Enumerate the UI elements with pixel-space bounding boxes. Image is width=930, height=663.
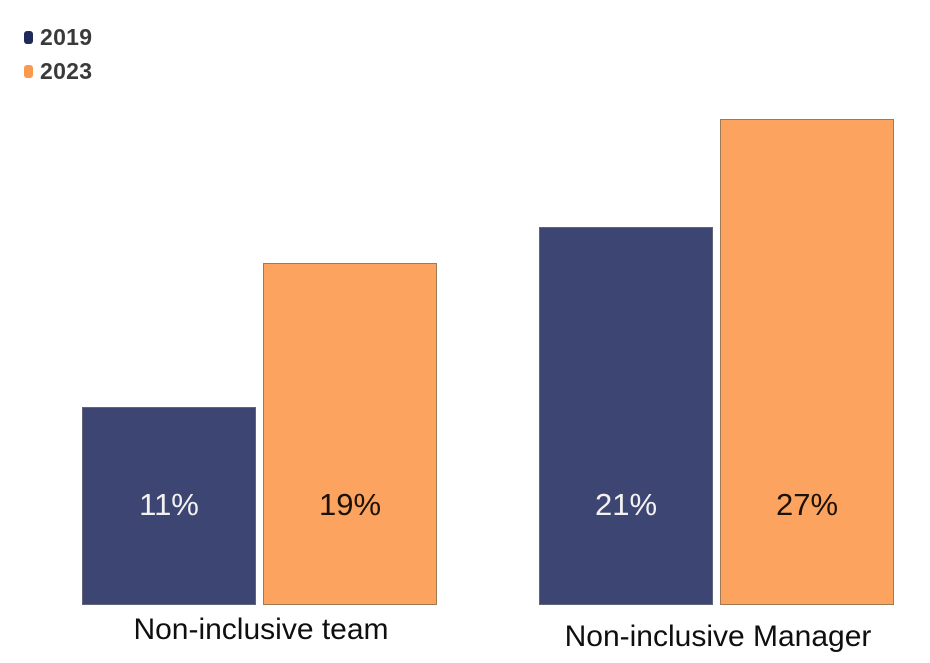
bar-2019-non-inclusive-team: 11% bbox=[82, 407, 256, 605]
bar-value-2019-non-inclusive-team: 11% bbox=[139, 486, 199, 522]
legend-label-2023: 2023 bbox=[40, 57, 93, 84]
legend-label-2019: 2019 bbox=[40, 23, 93, 50]
bar-value-2023-non-inclusive-team: 19% bbox=[318, 486, 382, 522]
bar-2023-non-inclusive-manager: 27% bbox=[720, 119, 894, 605]
bar-2023-non-inclusive-team: 19% bbox=[263, 263, 437, 605]
legend: 2019 2023 bbox=[24, 20, 92, 88]
bar-value-2019-non-inclusive-manager: 21% bbox=[594, 486, 658, 522]
bar-group-non-inclusive-team: 11% 19% bbox=[82, 263, 437, 605]
bar-value-2023-non-inclusive-manager: 27% bbox=[775, 486, 839, 522]
legend-swatch-2023-icon bbox=[24, 64, 33, 78]
bar-group-non-inclusive-manager: 21% 27% bbox=[539, 119, 894, 605]
category-label-non-inclusive-manager: Non-inclusive Manager bbox=[564, 620, 872, 653]
legend-swatch-2019-icon bbox=[24, 30, 33, 44]
category-label-non-inclusive-team: Non-inclusive team bbox=[133, 613, 389, 646]
legend-item-2019: 2019 bbox=[24, 20, 92, 54]
legend-item-2023: 2023 bbox=[24, 54, 92, 88]
bar-2019-non-inclusive-manager: 21% bbox=[539, 227, 713, 605]
